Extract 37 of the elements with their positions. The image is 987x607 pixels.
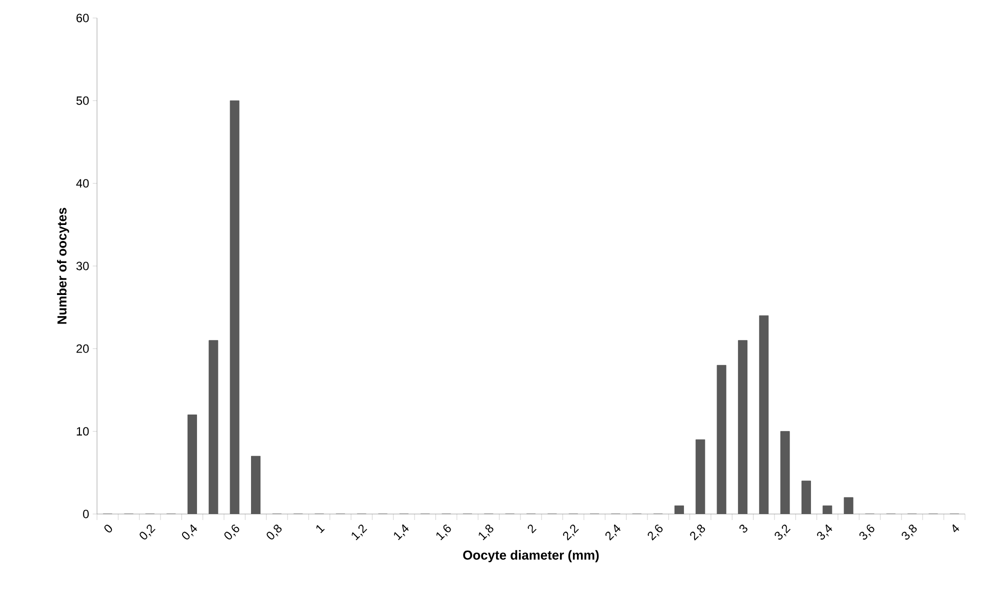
bar <box>230 100 240 514</box>
x-tick-label: 0,2 <box>140 524 156 540</box>
x-tick-label: 2,6 <box>648 524 663 540</box>
x-tick-label: 2,4 <box>605 524 621 540</box>
bar <box>188 414 197 514</box>
x-tick-label: 3,2 <box>774 524 791 540</box>
bar <box>251 456 260 514</box>
x-tick-label: 2,2 <box>563 524 579 540</box>
y-tick-label: 0 <box>83 510 89 518</box>
x-tick-label: 3,4 <box>817 524 832 540</box>
x-tick-label: 1,8 <box>478 524 494 540</box>
x-tick-label: 3 <box>739 524 748 533</box>
bar <box>738 340 748 514</box>
y-tick-label: 60 <box>76 14 89 22</box>
y-tick-label: 40 <box>76 179 89 188</box>
x-tick-label: 2,8 <box>690 524 706 540</box>
x-tick-label: 0 <box>104 524 112 532</box>
x-tick-label: 2 <box>528 524 536 534</box>
x-tick-label: 0,4 <box>182 524 198 540</box>
x-tick-label: 0,6 <box>224 524 240 540</box>
x-tick-label: 1,4 <box>394 524 409 540</box>
x-tick-label: 1 <box>316 525 325 534</box>
y-tick-label: 30 <box>76 262 89 270</box>
bar <box>696 439 706 514</box>
y-tick-label: 50 <box>76 96 89 105</box>
bar <box>802 480 811 514</box>
y-axis-title: Number of oocytes <box>57 208 70 324</box>
x-tick-label: 3,8 <box>902 524 917 540</box>
x-tick-label: 3,6 <box>859 524 874 540</box>
y-tick-label: 20 <box>76 344 89 353</box>
x-tick-label: 1,2 <box>352 524 368 540</box>
x-tick-label: 4 <box>952 524 960 532</box>
x-axis-title: Oocyte diameter (mm) <box>463 550 599 562</box>
x-tick-label: 1,6 <box>436 524 451 540</box>
x-tick-label: 0,8 <box>266 524 282 540</box>
y-tick-label: 10 <box>76 427 89 436</box>
bar <box>759 315 769 514</box>
